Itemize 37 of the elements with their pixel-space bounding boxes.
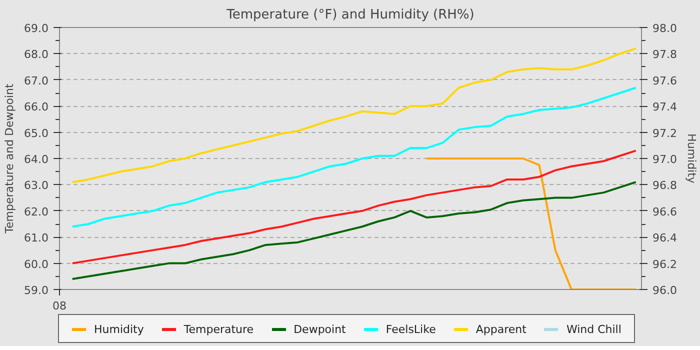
- y2-tick-label: 96.8: [652, 179, 677, 192]
- line-series: [426, 158, 637, 290]
- y2-tick-label: 97.6: [652, 74, 677, 88]
- y2-tick-label: 97.8: [652, 48, 677, 62]
- legend-label: Apparent: [476, 322, 526, 338]
- legend-label: Wind Chill: [566, 322, 622, 338]
- line-series: [71, 86, 637, 228]
- y-axis-title: Temperature and Dewpoint: [3, 82, 16, 234]
- chart-title: Temperature (°F) and Humidity (RH%): [226, 8, 474, 22]
- y2-tick-label: 98.0: [652, 22, 677, 35]
- y-tick-label: 60.0: [24, 258, 49, 271]
- y2-axis-title: Humidity: [684, 134, 698, 184]
- y2-tick-label: 97.4: [652, 100, 677, 114]
- line-series: [71, 181, 637, 280]
- line-series: [71, 150, 637, 264]
- y-tick-label: 69.0: [24, 22, 49, 35]
- y2-tick-label: 97.2: [652, 126, 677, 140]
- y2-tick-label: 96.0: [652, 284, 677, 297]
- y2-tick-label: 96.4: [652, 232, 677, 245]
- legend-label: Dewpoint: [294, 322, 346, 338]
- y2-tick-label: 96.6: [652, 205, 677, 218]
- y2-tick-label: 96.2: [652, 258, 677, 271]
- legend-label: FeelsLike: [386, 322, 436, 338]
- y-tick-label: 68.0: [24, 48, 49, 62]
- y-tick-label: 66.0: [24, 100, 49, 114]
- y-tick-label: 65.0: [24, 126, 49, 140]
- legend-label: Temperature: [184, 322, 254, 338]
- y-tick-label: 62.0: [24, 205, 49, 218]
- line-series: [71, 47, 637, 184]
- text: 08: [52, 300, 66, 312]
- legend-label: Humidity: [94, 322, 144, 338]
- y-tick-label: 67.0: [24, 74, 49, 88]
- y-tick-label: 63.0: [24, 179, 49, 192]
- y2-tick-label: 97.0: [652, 153, 677, 166]
- y-tick-label: 64.0: [24, 153, 49, 166]
- y-tick-label: 61.0: [24, 232, 49, 245]
- y-tick-label: 59.0: [24, 284, 49, 297]
